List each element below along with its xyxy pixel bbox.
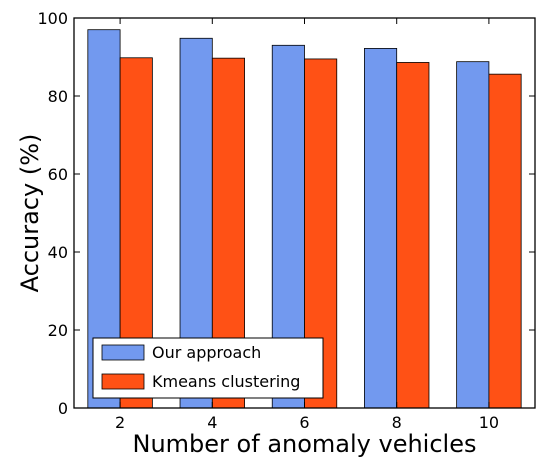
x-tick-label: 2 <box>115 413 125 432</box>
x-tick-label: 8 <box>392 413 402 432</box>
x-axis-label: Number of anomaly vehicles <box>133 430 477 458</box>
bar-our-approach-8 <box>364 48 398 409</box>
axis-ticks <box>74 17 535 409</box>
bar-our-approach-10 <box>456 61 490 409</box>
x-tick-label: 4 <box>207 413 217 432</box>
y-tick-label: 20 <box>48 321 68 340</box>
y-axis-label: Accuracy (%) <box>16 134 44 293</box>
legend-label-kmeans-clustering: Kmeans clustering <box>152 372 300 391</box>
legend-swatch-our-approach <box>101 344 145 361</box>
y-tick-label: 100 <box>37 9 68 28</box>
x-tick-label: 10 <box>479 413 499 432</box>
bar-kmeans-clustering-8 <box>396 62 430 409</box>
legend: Our approach Kmeans clustering <box>92 337 324 399</box>
y-tick-label: 80 <box>48 87 68 106</box>
y-tick-label: 40 <box>48 243 68 262</box>
legend-swatch-kmeans-clustering <box>101 373 145 390</box>
y-tick-label: 0 <box>58 399 68 418</box>
tick-labels: 0 20 40 60 80 100 2 4 6 8 10 <box>37 9 499 432</box>
y-tick-label: 60 <box>48 165 68 184</box>
x-tick-label: 6 <box>299 413 309 432</box>
legend-label-our-approach: Our approach <box>152 343 261 362</box>
bar-kmeans-clustering-10 <box>488 73 522 409</box>
